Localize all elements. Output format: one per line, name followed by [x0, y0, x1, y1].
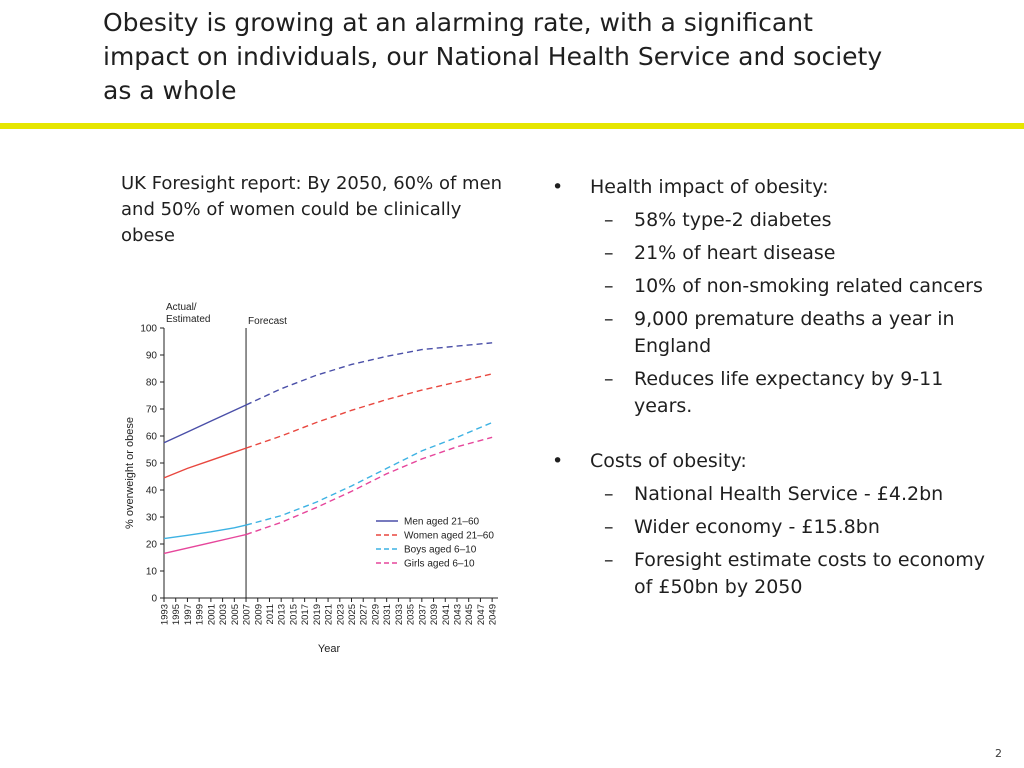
x-tick-label: 2021 [324, 604, 335, 625]
x-tick-label: 2023 [335, 604, 346, 625]
y-tick-label: 50 [146, 459, 158, 470]
dash-marker: – [604, 483, 614, 505]
sub-bullet-item: –58% type-2 diabetes [552, 207, 1002, 234]
series-actual-line [163, 524, 247, 540]
x-tick-label: 2001 [206, 604, 217, 625]
x-tick-label: 2017 [300, 604, 311, 625]
y-tick-label: 70 [146, 405, 158, 416]
x-tick-label: 1997 [183, 604, 194, 625]
x-tick-label: 2033 [394, 604, 405, 625]
bullet-heading-text: Costs of obesity: [590, 450, 747, 472]
series-actual-line [163, 447, 247, 479]
sub-bullet-text: 10% of non-smoking related cancers [634, 275, 983, 297]
bullet-marker: • [552, 176, 564, 198]
series-forecast-line [245, 436, 493, 536]
series-forecast-line [245, 373, 493, 449]
sub-bullet-item: –9,000 premature deaths a year in Englan… [552, 306, 1002, 360]
sub-bullet-item: – Foresight estimate costs to economy of … [552, 547, 1002, 601]
forecast-label: Forecast [248, 316, 287, 327]
y-tick-label: 90 [146, 351, 158, 362]
legend-label: Girls aged 6–10 [404, 559, 475, 570]
dash-marker: – [604, 209, 614, 231]
slide-title: Obesity is growing at an alarming rate, … [103, 8, 883, 105]
x-tick-label: 2009 [253, 604, 264, 625]
sub-bullet-item: – Reduces life expectancy by 9-11 years. [552, 366, 1002, 420]
dash-marker: – [604, 516, 614, 538]
sub-bullet-text: National Health Service - £4.2bn [634, 483, 944, 505]
y-tick-label: 0 [151, 594, 157, 605]
sub-bullet-text: 21% of heart disease [634, 242, 836, 264]
series-forecast-line [245, 342, 493, 406]
series-actual-line [163, 404, 247, 444]
dash-marker: – [604, 368, 614, 390]
x-tick-label: 2045 [464, 604, 475, 625]
sub-bullet-item: –21% of heart disease [552, 240, 1002, 267]
x-tick-label: 2015 [288, 604, 299, 625]
y-tick-label: 40 [146, 486, 158, 497]
x-tick-label: 2047 [476, 604, 487, 625]
obesity-trend-chart: 0 10 20 30 40 50 60 70 80 90 100 1993 1995 1997 1999 20… [118, 292, 510, 662]
y-tick-label: 80 [146, 378, 158, 389]
x-tick-label: 2035 [406, 604, 417, 625]
bullet-list: • Health impact of obesity: –58% type-2 di… [552, 174, 1002, 629]
x-tick-label: 2041 [441, 604, 452, 625]
chart-caption: UK Foresight report: By 2050, 60% of men… [121, 173, 503, 246]
actual-estimated-label: Actual/Estimated [166, 302, 210, 325]
sub-bullet-item: – National Health Service - £4.2bn [552, 481, 1002, 508]
sub-bullet-text: Foresight estimate costs to economy of £… [634, 549, 986, 598]
x-tick-label: 2007 [242, 604, 253, 625]
bullet-heading: • Health impact of obesity: [552, 174, 1002, 201]
sub-bullet-text: Reduces life expectancy by 9-11 years. [634, 368, 944, 417]
x-tick-label: 2003 [218, 604, 229, 625]
dash-marker: – [604, 242, 614, 264]
sub-bullet-text: 58% type-2 diabetes [634, 209, 832, 231]
x-tick-label: 2013 [277, 604, 288, 625]
x-tick-label: 2049 [488, 604, 499, 625]
page-number: 2 [995, 747, 1002, 760]
x-tick-label: 2011 [265, 604, 276, 624]
x-tick-label: 2039 [429, 604, 440, 625]
bullet-marker: • [552, 450, 564, 472]
x-tick-label: 2019 [312, 604, 323, 625]
bullet-heading-text: Health impact of obesity: [590, 176, 829, 198]
x-tick-label: 2037 [417, 604, 428, 625]
sub-bullet-list: – National Health Service - £4.2bn – Wider … [552, 481, 1002, 601]
y-axis-title: % overweight or obese [124, 417, 136, 529]
y-tick-label: 30 [146, 513, 158, 524]
x-tick-label: 1995 [171, 604, 182, 625]
sub-bullet-item: – Wider economy - £15.8bn [552, 514, 1002, 541]
sub-bullet-list: –58% type-2 diabetes –21% of heart diseas… [552, 207, 1002, 420]
legend-label: Women aged 21–60 [404, 531, 494, 542]
x-tick-label: 2005 [230, 604, 241, 625]
title-accent-rule [0, 123, 1024, 129]
legend-label: Men aged 21–60 [404, 517, 480, 528]
dash-marker: – [604, 308, 614, 330]
x-tick-label: 2027 [359, 604, 370, 625]
dash-marker: – [604, 275, 614, 297]
x-tick-label: 1999 [195, 604, 206, 625]
x-tick-label: 2029 [370, 604, 381, 625]
sub-bullet-text: 9,000 premature deaths a year in England [634, 308, 955, 357]
y-tick-label: 100 [140, 324, 157, 335]
x-tick-label: 2043 [452, 604, 463, 625]
bullet-group: • Costs of obesity: – National Health Servi… [552, 448, 1002, 601]
dash-marker: – [604, 549, 614, 571]
bullet-heading: • Costs of obesity: [552, 448, 1002, 475]
legend-label: Boys aged 6–10 [404, 545, 477, 556]
series-forecast-line [245, 421, 493, 526]
sub-bullet-text: Wider economy - £15.8bn [634, 516, 880, 538]
series-actual-line [163, 533, 247, 555]
x-axis-title: Year [318, 643, 341, 655]
x-tick-label: 2025 [347, 604, 358, 625]
bullet-group: • Health impact of obesity: –58% type-2 di… [552, 174, 1002, 420]
x-tick-label: 2031 [382, 604, 393, 625]
y-tick-label: 60 [146, 432, 158, 443]
sub-bullet-item: –10% of non-smoking related cancers [552, 273, 1002, 300]
y-tick-label: 20 [146, 540, 158, 551]
y-tick-label: 10 [146, 567, 158, 578]
x-tick-label: 1993 [160, 604, 171, 625]
